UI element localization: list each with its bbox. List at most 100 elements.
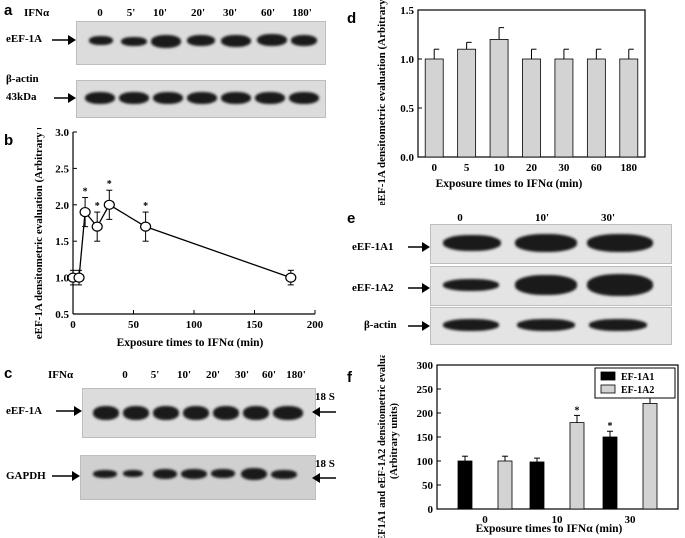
x-tick-label: 30 bbox=[625, 514, 637, 526]
panel-label-a: a bbox=[4, 2, 13, 19]
x-tick-label: 0 bbox=[70, 319, 76, 331]
y-tick-label: 1.0 bbox=[55, 273, 69, 285]
panel-e-lane-label: 10' bbox=[534, 212, 550, 224]
data-point bbox=[73, 272, 85, 283]
panel-f-x-axis-label: Exposure times to IFNα (min) bbox=[476, 523, 623, 535]
bar bbox=[569, 422, 585, 510]
bar bbox=[489, 39, 509, 158]
panel-c-lane-label: 5' bbox=[150, 369, 160, 381]
significance-marker: * bbox=[608, 421, 613, 432]
panel-a-43kda-label: 43kDa bbox=[6, 91, 37, 103]
y-tick-label: 2.0 bbox=[55, 200, 69, 212]
significance-marker: * bbox=[575, 405, 580, 416]
y-tick-label: 200 bbox=[417, 408, 434, 420]
x-tick-label: 0 bbox=[431, 162, 437, 174]
bar bbox=[522, 58, 541, 158]
bar bbox=[642, 403, 658, 510]
panel-f-grouped-bar-chart: eEF1A1 and eEF-1A2 densitometric evaluat… bbox=[377, 355, 679, 538]
y-tick-label: 0.5 bbox=[55, 309, 69, 321]
panel-d-x-axis-label: Exposure times to IFNα (min) bbox=[436, 178, 583, 190]
x-tick-label: 0 bbox=[482, 514, 488, 526]
data-point bbox=[140, 221, 152, 232]
arrow-icon bbox=[52, 35, 76, 45]
panel-a-lane-label: 60' bbox=[260, 7, 276, 19]
panel-c-lane-label: 0 bbox=[122, 369, 128, 381]
panel-d-bar-chart: eEF-1A densitometric evaluation (Arbitra… bbox=[376, 0, 646, 205]
significance-marker: * bbox=[107, 179, 112, 190]
legend-label: EF-1A1 bbox=[621, 372, 654, 383]
data-point bbox=[103, 199, 115, 210]
bar bbox=[424, 58, 444, 158]
panel-c-18s-marker: 18 S bbox=[315, 458, 335, 470]
panel-a-treatment-label: IFNα bbox=[24, 7, 50, 19]
y-tick-label: 150 bbox=[417, 432, 434, 444]
panel-label-f: f bbox=[347, 369, 352, 386]
y-tick-label: 0.0 bbox=[400, 152, 414, 164]
bar bbox=[529, 461, 545, 510]
y-tick-label: 250 bbox=[417, 384, 434, 396]
panel-b-y-axis-label: eEF-1A densitometric evaluation (Arbitra… bbox=[33, 128, 45, 339]
panel-e-beta-actin-label: β-actin bbox=[364, 319, 397, 331]
arrow-icon bbox=[312, 473, 336, 483]
x-tick-label: 200 bbox=[307, 319, 324, 331]
panel-a-lane-label: 0 bbox=[97, 7, 103, 19]
panel-d-y-axis-label: eEF-1A densitometric evaluation (Arbitra… bbox=[376, 0, 388, 205]
bar bbox=[586, 58, 606, 158]
panel-c-gapdh-label: GAPDH bbox=[6, 470, 46, 482]
x-tick-label: 20 bbox=[526, 162, 538, 174]
blot-eef1a bbox=[76, 21, 326, 65]
y-tick-label: 50 bbox=[422, 480, 434, 492]
blot-eef1a1 bbox=[430, 224, 672, 264]
y-tick-label: 3.0 bbox=[55, 128, 69, 139]
x-tick-label: 10 bbox=[494, 162, 506, 174]
significance-marker: * bbox=[143, 201, 148, 212]
bar bbox=[457, 460, 473, 510]
arrow-icon bbox=[408, 283, 430, 293]
x-tick-label: 100 bbox=[186, 319, 203, 331]
y-tick-label: 0.5 bbox=[400, 103, 414, 115]
panel-c-lane-label: 180' bbox=[286, 369, 306, 381]
x-tick-label: 180 bbox=[621, 162, 638, 174]
x-tick-label: 5 bbox=[464, 162, 470, 174]
panel-e-lane-label: 30' bbox=[600, 212, 616, 224]
y-tick-label: 1.0 bbox=[400, 54, 414, 66]
panel-f-y-axis-label: eEF1A1 and eEF-1A2 densitometric evaluat… bbox=[377, 355, 400, 538]
y-tick-label: 2.5 bbox=[55, 163, 69, 175]
blot-eef1a2 bbox=[430, 266, 672, 306]
y-tick-label: 0 bbox=[428, 504, 434, 516]
panel-c-18s-marker: 18 S bbox=[315, 391, 335, 403]
panel-e-eef1a2-label: eEF-1A2 bbox=[352, 282, 394, 294]
panel-label-c: c bbox=[4, 365, 13, 382]
bar bbox=[497, 460, 513, 510]
legend: EF-1A1 EF-1A2 bbox=[594, 367, 676, 399]
x-tick-label: 60 bbox=[591, 162, 603, 174]
x-tick-label: 50 bbox=[128, 319, 140, 331]
panel-a-lane-label: 5' bbox=[126, 7, 136, 19]
data-point bbox=[79, 206, 91, 218]
panel-b-x-axis-label: Exposure times to IFNα (min) bbox=[117, 337, 264, 349]
arrow-icon bbox=[54, 93, 76, 103]
panel-c-lane-label: 60' bbox=[261, 369, 277, 381]
x-tick-label: 150 bbox=[246, 319, 263, 331]
significance-marker: * bbox=[83, 187, 88, 198]
x-tick-label: 10 bbox=[552, 514, 564, 526]
bar bbox=[619, 58, 639, 158]
arrow-icon bbox=[408, 242, 430, 252]
blot-beta-actin bbox=[76, 80, 326, 118]
panel-a-lane-label: 10' bbox=[152, 7, 168, 19]
panel-e-lane-label: 0 bbox=[457, 212, 463, 224]
panel-e-eef1a1-label: eEF-1A1 bbox=[352, 241, 394, 253]
data-point bbox=[285, 272, 297, 283]
y-tick-label: 300 bbox=[417, 360, 434, 372]
panel-a-beta-actin-label: β-actin bbox=[6, 73, 39, 85]
panel-c-treatment-label: IFNα bbox=[48, 369, 74, 381]
panel-c-lane-label: 10' bbox=[176, 369, 192, 381]
arrow-icon bbox=[52, 471, 80, 481]
panel-a-eef1a-label: eEF-1A bbox=[6, 33, 43, 45]
panel-c-eef1a-label: eEF-1A bbox=[6, 405, 43, 417]
y-tick-label: 100 bbox=[417, 456, 434, 468]
x-tick-label: 30 bbox=[558, 162, 570, 174]
panel-c-lane-label: 20' bbox=[205, 369, 221, 381]
data-point bbox=[91, 221, 103, 232]
panel-label-d: d bbox=[347, 10, 357, 27]
